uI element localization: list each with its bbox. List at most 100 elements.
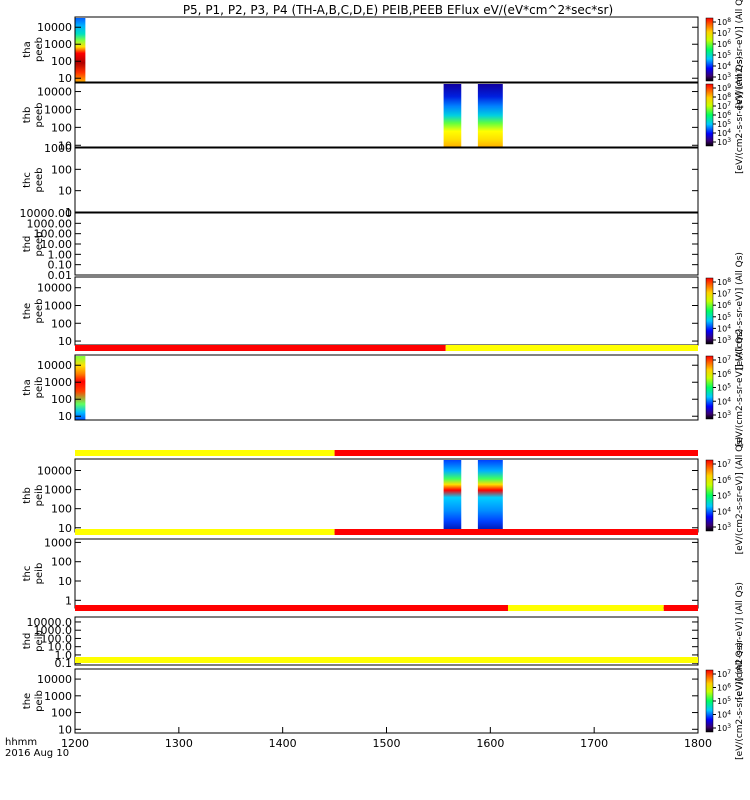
- thb-peib-colorbar-tick-2: 105: [717, 491, 731, 501]
- x-tick-label-4: 1600: [476, 737, 504, 750]
- tha-peib-colorbar-label: [eV/(cm2-s-sr-eV)] (All Qs): [735, 329, 745, 447]
- the-peib-colorbar-tick-1: 106: [717, 683, 731, 693]
- thc-peib-mode-bar-2: [663, 605, 698, 611]
- tha-peeb-colorbar-scale: [705, 17, 714, 82]
- panel-the-peeb: 10000 1000 100 10 the peeb: [22, 276, 699, 351]
- tha-peeb-data-block-0: [75, 18, 86, 82]
- the-peib-ytick-label-1: 1000: [44, 690, 72, 703]
- tha-peib-colorbar: 107 106 105 104 103 [eV/(cm2-s-sr-eV)] (All Q…: [705, 329, 745, 447]
- x-axis: 1200 1300 1400 1500 1600 1700 1800: [61, 727, 712, 750]
- the-peib-colorbar-tick-2: 105: [717, 696, 731, 706]
- tha-peib-data-block-0: [75, 356, 86, 420]
- the-peib-colorbar-tick-3: 104: [717, 710, 731, 720]
- tha-peeb-label-probe: tha: [22, 41, 33, 57]
- thb-peeb-colorbar-tick-5: 104: [717, 128, 731, 138]
- thb-peeb-frame: [74, 82, 699, 148]
- panel-the-peib: 10000 1000 100 10 the peib: [22, 668, 699, 736]
- thb-peeb-label-product: peeb: [34, 103, 45, 128]
- x-axis-label-date: 2016 Aug 10: [5, 748, 69, 759]
- tha-peeb-ytick-label-1: 1000: [44, 38, 72, 51]
- the-peib-colorbar-tick-0: 107: [717, 669, 731, 679]
- tha-peeb-colorbar-label: [eV/(cm2-s-sr-eV)] (All Qs): [735, 0, 745, 108]
- tha-peeb-label-product: peeb: [34, 37, 45, 62]
- thb-peib-colorbar-label: [eV/(cm2-s-sr-eV)] (All Qs): [735, 437, 745, 555]
- the-peeb-frame: [74, 276, 699, 346]
- tha-peib-ytick-label-3: 10: [58, 410, 72, 423]
- thd-peib-colorbar: [eV/(cm2-s-sr-eV)] (All Qs): [735, 582, 745, 700]
- thd-peeb-ytick-label-1: 1000.00: [27, 217, 73, 230]
- tha-peeb-ytick-label-2: 100: [51, 55, 72, 68]
- x-axis-label-hhmm: hhmm: [5, 737, 37, 748]
- thb-peib-ytick-label-0: 10000: [37, 464, 72, 477]
- tha-peib-ytick-label-0: 10000: [37, 359, 72, 372]
- thc-peib-ytick-label-3: 1: [65, 594, 72, 607]
- thc-peeb-ytick-label-0: 1000: [44, 142, 72, 155]
- tha-peib-colorbar-tick-3: 104: [717, 396, 731, 406]
- tha-peib-label-probe: tha: [22, 379, 33, 395]
- thb-peeb-ytick-label-1: 1000: [44, 103, 72, 116]
- thd-peib-ytick-label-1: 1000.0: [34, 624, 73, 637]
- x-tick-label-0: 1200: [61, 737, 89, 750]
- the-peib-colorbar-scale: [705, 669, 714, 733]
- thc-peeb-ytick-label-1: 100: [51, 163, 72, 176]
- thd-peib-frame: [74, 616, 699, 666]
- thb-peib-mode-bar-1: [334, 529, 698, 535]
- the-peib-colorbar-label: [eV/(cm2-s-sr-eV)] (All Qs): [735, 642, 745, 760]
- the-peib-label-product: peib: [34, 690, 45, 712]
- thb-peeb-colorbar-tick-4: 105: [717, 119, 731, 129]
- tha-peib-ytick-label-1: 1000: [44, 376, 72, 389]
- x-tick-label-5: 1700: [580, 737, 608, 750]
- thb-peeb-ytick-label-0: 10000: [37, 86, 72, 99]
- thd-peeb-label-product: peeb: [34, 232, 45, 257]
- x-tick-label-3: 1500: [373, 737, 401, 750]
- x-tick-label-1: 1300: [165, 737, 193, 750]
- thb-peib-label-probe: thb: [22, 487, 33, 504]
- the-peib-ytick-label-0: 10000: [37, 673, 72, 686]
- thd-peib-ytick-label-4: 1.0: [55, 649, 73, 662]
- tha-peeb-colorbar-tick-1: 107: [717, 28, 731, 38]
- panel-tha-peib: 10000 1000 100 10 tha peib: [22, 354, 699, 456]
- tha-peeb-colorbar-tick-5: 103: [717, 72, 731, 82]
- tha-peib-ytick-label-2: 100: [51, 393, 72, 406]
- thc-peeb-ytick-label-2: 10: [58, 185, 72, 198]
- the-peeb-ytick-label-0: 10000: [37, 282, 72, 295]
- the-peib-ytick-label-2: 100: [51, 707, 72, 720]
- thb-peib-ytick-label-3: 10: [58, 522, 72, 535]
- tha-peeb-colorbar-tick-3: 105: [717, 50, 731, 60]
- thd-peib-colorbar-label: [eV/(cm2-s-sr-eV)] (All Qs): [735, 582, 745, 700]
- thb-peib-colorbar-tick-1: 106: [717, 475, 731, 485]
- thd-peeb-ytick-label-5: 0.10: [48, 259, 73, 272]
- thc-peib-ytick-label-2: 10: [58, 575, 72, 588]
- tha-peib-colorbar-tick-1: 106: [717, 369, 731, 379]
- thb-peib-ytick-label-2: 100: [51, 503, 72, 516]
- the-peib-colorbar-tick-4: 103: [717, 723, 731, 733]
- the-peeb-colorbar-tick-5: 103: [717, 335, 731, 345]
- the-peib-colorbar: 107 106 105 104 103 [eV/(cm2-s-sr-eV)] (All Q…: [705, 642, 745, 760]
- thb-peib-data-block-0: [443, 460, 462, 532]
- the-peib-label-probe: the: [22, 693, 33, 709]
- tha-peeb-ytick-label-0: 10000: [37, 21, 72, 34]
- thc-peib-mode-bar-0: [75, 605, 508, 611]
- thb-peib-colorbar-tick-3: 104: [717, 506, 731, 516]
- thb-peib-label-product: peib: [34, 485, 45, 507]
- thb-peeb-label-probe: thb: [22, 107, 33, 124]
- the-peib-frame: [74, 668, 699, 734]
- tha-peeb-frame: [74, 16, 699, 83]
- thc-peib-label-product: peib: [34, 563, 45, 585]
- thb-peeb-colorbar-scale: [705, 83, 714, 147]
- tha-peib-colorbar-tick-2: 105: [717, 383, 731, 393]
- the-peeb-colorbar-tick-0: 108: [717, 277, 731, 287]
- thc-peib-ytick-label-1: 100: [51, 556, 72, 569]
- the-peeb-mode-bar-1: [445, 345, 698, 351]
- the-peeb-colorbar-scale: [705, 277, 714, 345]
- the-peeb-colorbar-tick-4: 104: [717, 323, 731, 333]
- thb-peeb-ytick-label-3: 10: [58, 139, 72, 152]
- the-peeb-label-product: peeb: [34, 299, 45, 324]
- the-peeb-ytick-label-2: 100: [51, 317, 72, 330]
- the-peeb-label-probe: the: [22, 303, 33, 319]
- thd-peib-ytick-label-0: 10000.0: [27, 616, 73, 629]
